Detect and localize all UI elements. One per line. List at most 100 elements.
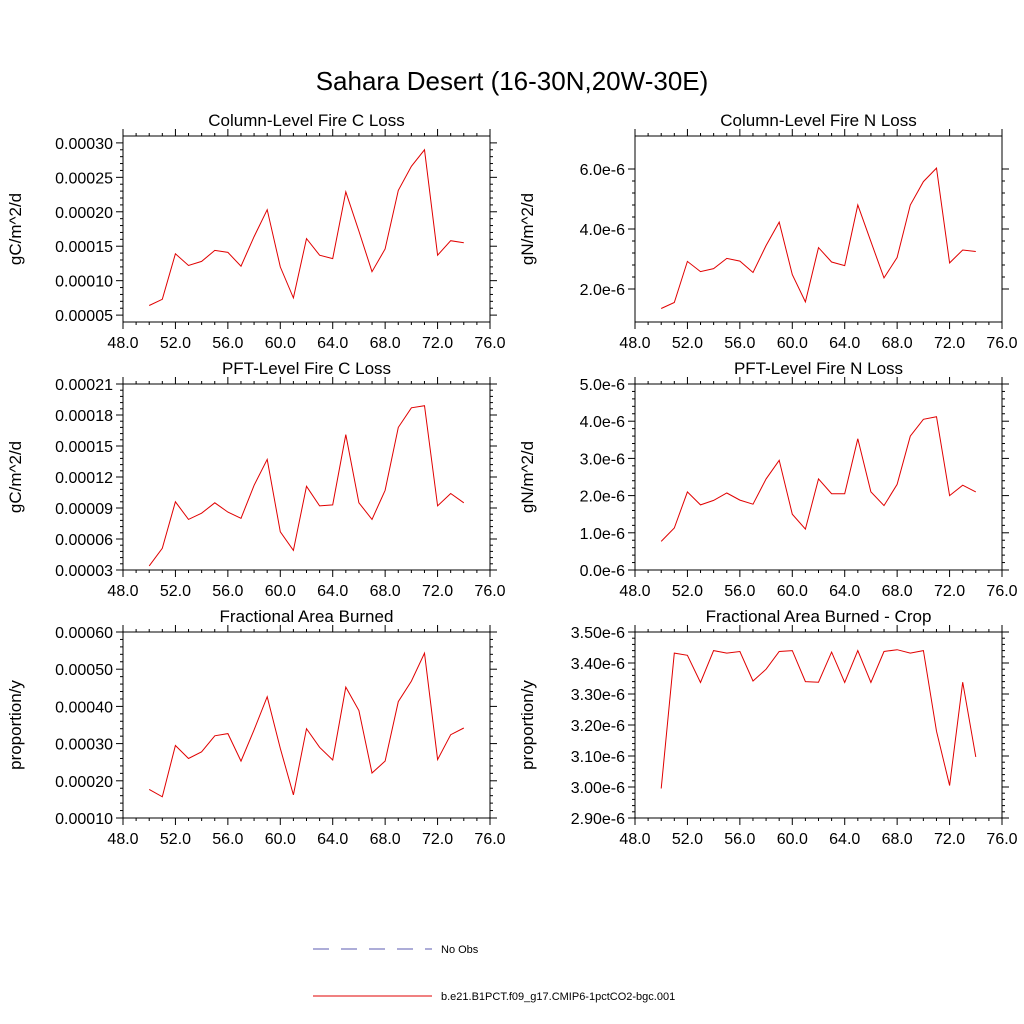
x-tick-label: 68.0 [882,831,913,848]
x-tick-label: 64.0 [829,335,860,352]
x-tick-label: 60.0 [265,335,296,352]
x-tick-label: 48.0 [619,583,650,600]
chart-panels: 48.0 52.0 56.0 60.0 64.0 68.0 72.0 76.0 0.00005 0… [6,111,1018,848]
x-tick-label: 56.0 [212,583,243,600]
panel-4: 48.0 52.0 56.0 60.0 64.0 68.0 72.0 76.0 0.0e-6 1.… [518,359,1018,600]
panel-title: PFT-Level Fire N Loss [734,359,903,378]
series-line [660,649,977,789]
plot-frame [122,135,491,323]
y-tick-label: 0.00015 [55,239,113,256]
x-tick-label: 72.0 [934,831,965,848]
y-axis-label: gC/m^2/d [6,441,25,513]
y-tick-label: 1.0e-6 [580,526,625,543]
x-tick-label: 76.0 [474,583,505,600]
x-tick-label: 72.0 [422,831,453,848]
plot-frame [122,631,491,819]
y-tick-label: 0.00030 [55,737,113,754]
x-tick-label: 48.0 [619,335,650,352]
y-tick-label: 0.00025 [55,170,113,187]
x-tick-label: 60.0 [265,831,296,848]
x-tick-label: 64.0 [829,831,860,848]
x-tick-label: 68.0 [370,583,401,600]
panel-title: PFT-Level Fire C Loss [222,359,391,378]
y-tick-label: 0.00012 [55,470,113,487]
x-tick-label: 60.0 [265,583,296,600]
x-tick-label: 48.0 [107,335,138,352]
y-axis-label: proportion/y [6,680,25,770]
y-tick-label: 4.0e-6 [580,222,625,239]
y-axis-label: gN/m^2/d [518,441,537,513]
x-tick-label: 76.0 [986,831,1017,848]
x-tick-label: 52.0 [160,831,191,848]
legend-label: No Obs [441,944,479,956]
x-tick-label: 72.0 [934,335,965,352]
y-tick-label: 0.00040 [55,699,113,716]
y-tick-label: 0.00009 [55,501,113,518]
x-tick-label: 68.0 [882,583,913,600]
panel-3: 48.0 52.0 56.0 60.0 64.0 68.0 72.0 76.0 0.00003 0… [6,359,506,600]
x-tick-label: 48.0 [107,831,138,848]
panel-title: Fractional Area Burned - Crop [706,607,932,626]
x-tick-label: 68.0 [882,335,913,352]
y-axis-label: proportion/y [518,680,537,770]
y-tick-label: 0.00005 [55,308,113,325]
x-tick-label: 60.0 [777,335,808,352]
plot-frame [634,135,1003,323]
y-tick-label: 3.20e-6 [571,718,625,735]
y-tick-label: 0.00020 [55,774,113,791]
panel-2: 48.0 52.0 56.0 60.0 64.0 68.0 72.0 76.0 2.0e-6 4.… [518,111,1018,352]
panel-6: 48.0 52.0 56.0 60.0 64.0 68.0 72.0 76.0 2.90e-6 3… [518,607,1018,848]
y-tick-label: 0.00050 [55,662,113,679]
x-tick-label: 72.0 [422,335,453,352]
x-tick-label: 56.0 [724,335,755,352]
x-tick-label: 60.0 [777,831,808,848]
x-tick-label: 52.0 [160,583,191,600]
plot-frame [122,383,491,571]
x-tick-label: 48.0 [107,583,138,600]
legend-label: b.e21.B1PCT.f09_g17.CMIP6-1pctCO2-bgc.00… [441,991,675,1003]
x-tick-label: 56.0 [212,335,243,352]
panel-5: 48.0 52.0 56.0 60.0 64.0 68.0 72.0 76.0 0.00010 0… [6,607,506,848]
y-tick-label: 3.30e-6 [571,687,625,704]
y-tick-label: 2.0e-6 [580,282,625,299]
y-tick-label: 0.00015 [55,439,113,456]
y-tick-label: 0.00006 [55,532,113,549]
figure-title: Sahara Desert (16-30N,20W-30E) [316,66,709,96]
series-line [148,148,464,306]
y-axis-label: gN/m^2/d [518,193,537,265]
x-tick-label: 60.0 [777,583,808,600]
x-tick-label: 56.0 [724,583,755,600]
x-tick-label: 52.0 [672,831,703,848]
y-tick-label: 0.0e-6 [580,563,625,580]
x-tick-label: 68.0 [370,831,401,848]
series-line [148,651,465,798]
y-tick-label: 2.90e-6 [571,811,625,828]
x-tick-label: 76.0 [474,831,505,848]
y-tick-label: 3.40e-6 [571,656,625,673]
y-tick-label: 0.00010 [55,274,113,291]
x-tick-label: 68.0 [370,335,401,352]
x-tick-label: 56.0 [724,831,755,848]
y-tick-label: 0.00030 [55,136,113,153]
panel-title: Fractional Area Burned [220,607,394,626]
x-tick-label: 64.0 [317,583,348,600]
x-tick-label: 56.0 [212,831,243,848]
x-tick-label: 52.0 [672,583,703,600]
x-tick-label: 72.0 [422,583,453,600]
y-tick-label: 0.00060 [55,625,113,642]
x-tick-label: 64.0 [829,583,860,600]
series-line [660,416,977,542]
series-line [148,405,465,567]
y-tick-label: 6.0e-6 [580,162,625,179]
y-tick-label: 0.00010 [55,811,113,828]
x-tick-label: 76.0 [986,583,1017,600]
panel-1: 48.0 52.0 56.0 60.0 64.0 68.0 72.0 76.0 0.00005 0… [6,111,506,352]
y-tick-label: 3.50e-6 [571,625,625,642]
y-tick-label: 0.00003 [55,563,113,580]
x-tick-label: 52.0 [160,335,191,352]
x-tick-label: 72.0 [934,583,965,600]
x-tick-label: 48.0 [619,831,650,848]
panel-title: Column-Level Fire N Loss [720,111,917,130]
x-tick-label: 76.0 [474,335,505,352]
y-axis-label: gC/m^2/d [6,193,25,265]
